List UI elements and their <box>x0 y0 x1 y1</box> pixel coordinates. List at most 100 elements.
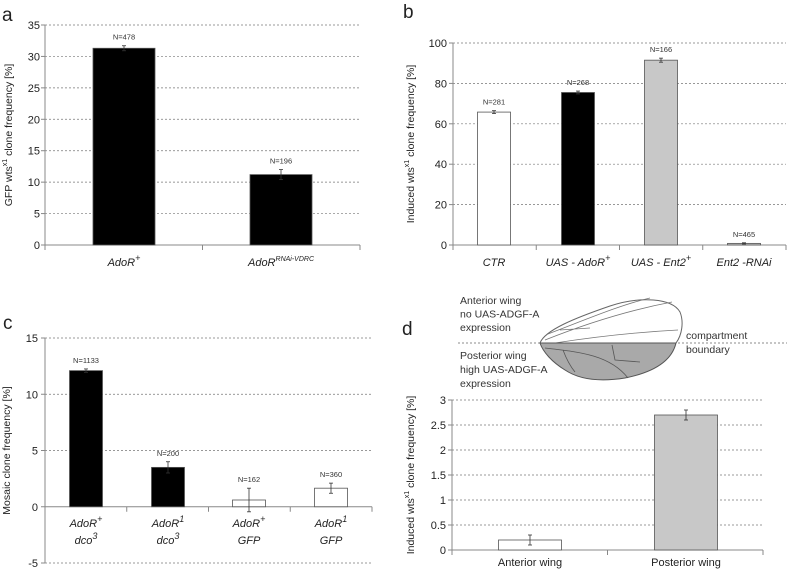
category-label: GFP <box>320 535 343 547</box>
bar <box>69 370 103 508</box>
y-axis-label-part: x1 <box>404 491 411 499</box>
anterior-wing-shape <box>539 299 683 344</box>
y-tick-label: 30 <box>28 51 40 63</box>
n-label: N=360 <box>320 470 342 479</box>
category-label-sup: + <box>686 253 691 263</box>
y-tick-label: 20 <box>28 114 40 126</box>
category-label: AdoR+ <box>69 514 103 530</box>
posterior-wing-text: expression <box>460 378 511 390</box>
y-tick-label: 20 <box>435 200 447 212</box>
category-label-sup: 3 <box>92 531 97 541</box>
category-label-base: Ent2 -RNAi <box>716 257 772 269</box>
anterior-wing-text: Anterior wing <box>460 295 521 307</box>
y-axis-label-part: Induced wts <box>405 167 417 223</box>
bar <box>477 111 511 246</box>
n-label: N=465 <box>733 230 755 239</box>
category-label: AdoR1 <box>314 514 348 530</box>
n-label: N=1133 <box>73 356 99 365</box>
y-tick-label: 10 <box>26 389 38 401</box>
y-tick-label: 0.5 <box>431 520 446 532</box>
n-label: N=166 <box>650 45 672 54</box>
bar <box>644 59 678 246</box>
category-label-base: CTR <box>483 257 506 269</box>
y-tick-label: 3 <box>440 395 446 407</box>
category-label-base: dco <box>75 535 93 547</box>
n-label: N=268 <box>567 78 589 87</box>
category-label-sup: 3 <box>174 531 179 541</box>
y-axis-label: Induced wtsx1 clone frequency [%] <box>404 65 417 224</box>
y-axis-label-part: Induced wts <box>405 498 417 554</box>
n-label: N=281 <box>483 98 505 107</box>
y-tick-label: 0 <box>34 240 40 252</box>
category-label-base: Anterior wing <box>498 557 562 569</box>
category-label: AdoR+ <box>232 514 266 530</box>
category-label: UAS - Ent2+ <box>631 253 691 269</box>
anterior-wing-text: no UAS-ADGF-A <box>460 309 539 321</box>
y-tick-label: 5 <box>32 446 38 458</box>
category-label: Ent2 -RNAi <box>716 257 772 269</box>
y-tick-label: 15 <box>26 333 38 345</box>
posterior-wing-text: high UAS-ADGF-A <box>460 364 548 376</box>
category-label-base: UAS - AdoR <box>546 257 606 269</box>
category-label-sup: + <box>135 253 140 263</box>
y-tick-label: 15 <box>28 146 40 158</box>
y-tick-label: 2 <box>440 445 446 457</box>
category-label-base: GFP <box>320 535 343 547</box>
panel-a: a 0 5 10 15 20 25 30 35 GFP wtsx1 clone frequency… <box>2 5 361 269</box>
bar <box>561 92 595 246</box>
category-label-sup: + <box>260 514 265 524</box>
category-label: dco3 <box>75 531 98 547</box>
category-label-base: Posterior wing <box>651 557 721 569</box>
category-label-base: AdoR <box>151 518 180 530</box>
category-label-sup: + <box>605 253 610 263</box>
y-tick-label: 2.5 <box>431 420 446 432</box>
panel-letter: b <box>403 2 414 23</box>
y-tick-label: 80 <box>435 78 447 90</box>
n-label: N=196 <box>270 157 292 166</box>
y-axis-label-part: GFP wts <box>3 166 15 206</box>
category-label: AdoRRNAi-VDRC <box>247 256 315 269</box>
category-label: Posterior wing <box>651 557 721 569</box>
y-tick-label: 35 <box>28 20 40 32</box>
y-tick-label: 100 <box>429 38 447 50</box>
category-label-base: AdoR <box>232 518 261 530</box>
y-axis-label-part: clone frequency [%] <box>405 396 417 491</box>
bar <box>249 174 313 246</box>
category-label-base: AdoR <box>107 257 136 269</box>
anterior-wing-text: expression <box>460 322 511 334</box>
category-label-sup: RNAi-VDRC <box>276 256 315 263</box>
category-label-sup: 1 <box>179 514 184 524</box>
panel-d: d 0 0.5 1 1.5 2 2.5 3 Induced wtsx1 clone freque… <box>402 319 764 569</box>
y-tick-label: 0 <box>441 240 447 252</box>
category-label-base: GFP <box>238 535 261 547</box>
y-axis-label: GFP wtsx1 clone frequency [%] <box>2 64 15 207</box>
category-label-base: AdoR <box>247 257 276 269</box>
y-tick-label: 5 <box>34 209 40 221</box>
panel-letter: c <box>3 313 13 334</box>
y-axis-label: Induced wtsx1 clone frequency [%] <box>404 396 417 555</box>
panel-letter: a <box>2 5 13 26</box>
n-label: N=200 <box>157 449 179 458</box>
category-label: dco3 <box>157 531 180 547</box>
category-label-base: dco <box>157 535 175 547</box>
anterior-wing-veins <box>544 297 679 344</box>
y-axis-label-part: clone frequency [%] <box>3 64 15 159</box>
y-tick-label: 0 <box>440 545 446 557</box>
y-tick-label: -5 <box>28 558 38 570</box>
y-tick-label: 25 <box>28 83 40 95</box>
y-axis-label: Mosaic clone frequency [%] <box>1 386 13 514</box>
category-label-sup: 1 <box>342 514 347 524</box>
panel-letter: d <box>402 319 413 340</box>
y-axis-label-part: clone frequency [%] <box>405 65 417 160</box>
compartment-boundary-text: boundary <box>686 344 731 356</box>
posterior-wing-text: Posterior wing <box>460 350 527 362</box>
n-label: N=162 <box>238 475 260 484</box>
y-axis-label-part: Mosaic clone frequency [%] <box>1 386 13 514</box>
y-tick-label: 10 <box>28 177 40 189</box>
category-label-sup: + <box>97 514 102 524</box>
y-axis-label-part: x1 <box>404 160 411 168</box>
y-tick-label: 60 <box>435 119 447 131</box>
bar <box>92 47 156 246</box>
